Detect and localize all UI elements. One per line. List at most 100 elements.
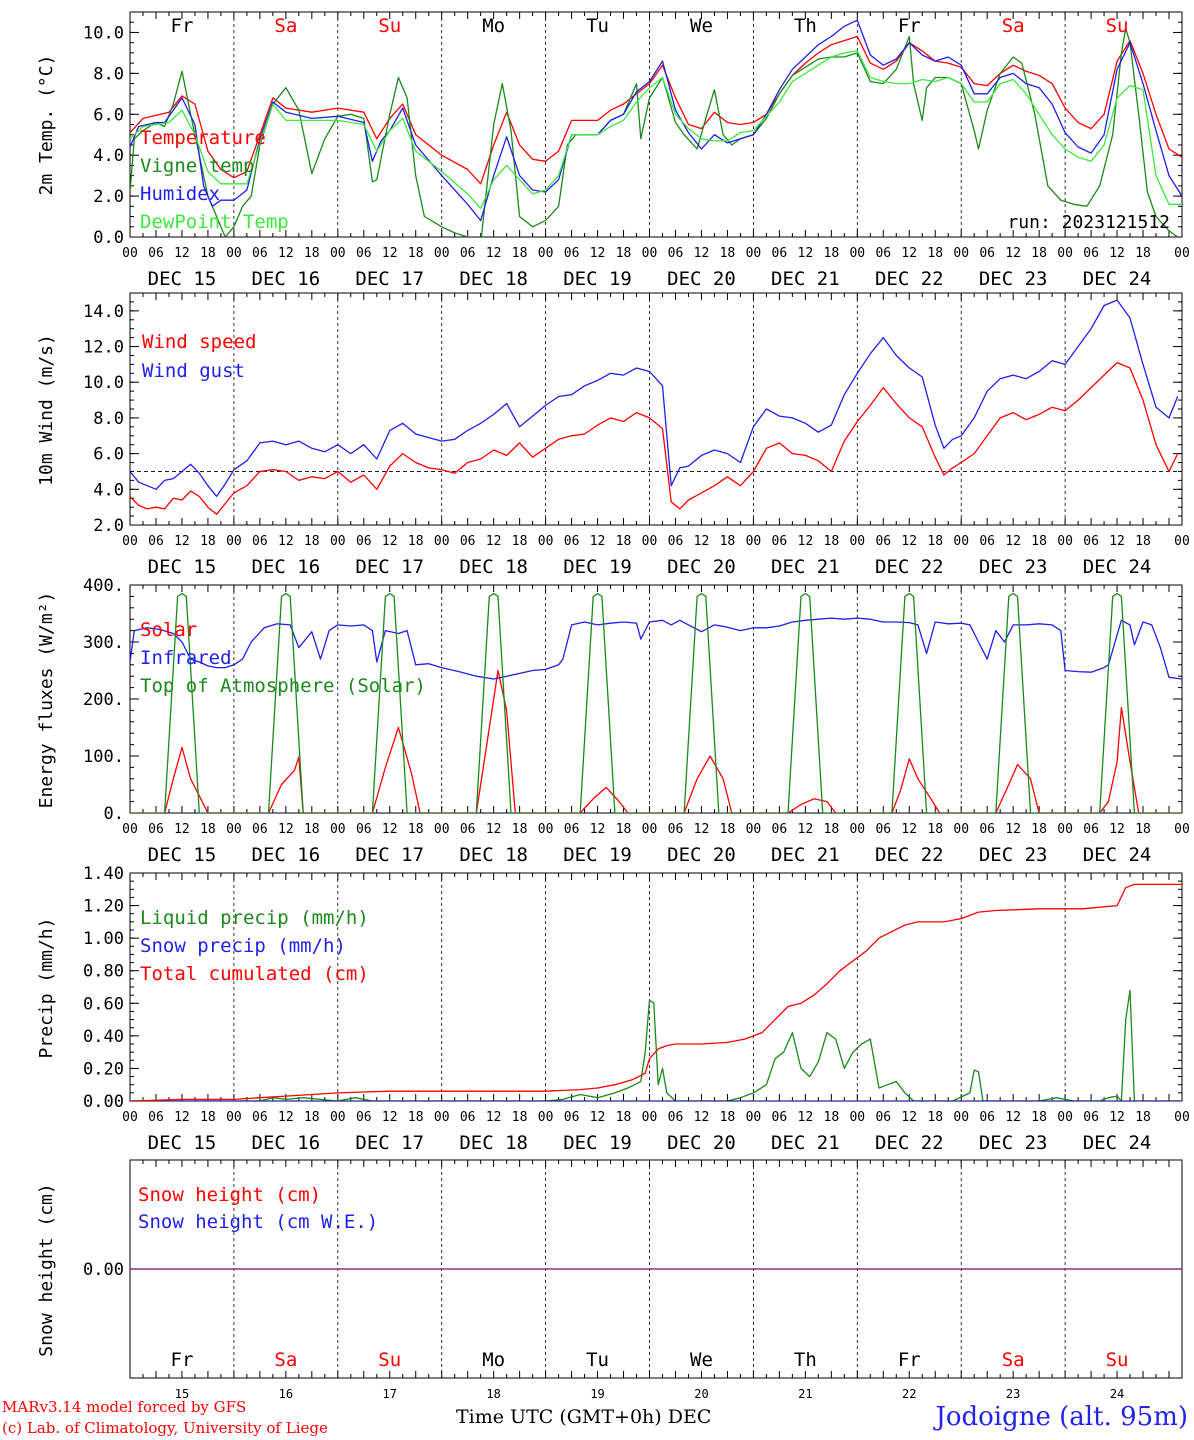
energy-hour-label: 18	[927, 822, 943, 837]
temperature-hour-label: 00	[1057, 246, 1073, 261]
temperature-hour-label: 00	[746, 246, 762, 261]
wind-hour-label: 00	[434, 534, 450, 549]
energy-hour-label: 06	[668, 822, 684, 837]
day-number-label: 16	[279, 1387, 293, 1401]
weekday-label-top: Fr	[171, 15, 194, 37]
energy-hour-label: 06	[979, 822, 995, 837]
energy-hour-label: 12	[1109, 822, 1125, 837]
temperature-hour-label: 18	[927, 246, 943, 261]
energy-series-top-of-atmosphere-solar-	[130, 592, 1182, 813]
wind-hour-label: 12	[278, 534, 294, 549]
precip-hour-label: 18	[720, 1110, 736, 1125]
precip-hour-label: 18	[824, 1110, 840, 1125]
energy-hour-label: 00	[434, 822, 450, 837]
temperature-date-label: DEC 15	[148, 268, 217, 290]
weekday-label-bottom: Tu	[586, 1349, 609, 1371]
wind-hour-label: 00	[746, 534, 762, 549]
temperature-hour-label: 06	[668, 246, 684, 261]
temperature-y-tick-label: 0.0	[93, 228, 124, 248]
temperature-hour-label: 12	[382, 246, 398, 261]
wind-y-axis-label: 10m Wind (m/s)	[36, 334, 57, 486]
energy-hour-label: 12	[174, 822, 190, 837]
temperature-hour-label: 06	[875, 246, 891, 261]
temperature-date-label: DEC 17	[355, 268, 424, 290]
wind-hour-label: 00	[538, 534, 554, 549]
day-number-label: 23	[1006, 1387, 1020, 1401]
weekday-label-bottom: Sa	[1002, 1349, 1025, 1371]
precip-hour-label: 06	[668, 1110, 684, 1125]
precip-date-label: DEC 15	[148, 1132, 217, 1154]
temperature-hour-label: 18	[616, 246, 632, 261]
wind-hour-label: 12	[382, 534, 398, 549]
energy-date-label: DEC 23	[979, 844, 1048, 866]
temperature-hour-label: 06	[148, 246, 164, 261]
energy-date-label: DEC 17	[355, 844, 424, 866]
temperature-date-label: DEC 23	[979, 268, 1048, 290]
precip-date-label: DEC 23	[979, 1132, 1048, 1154]
precip-hour-label: 18	[200, 1110, 216, 1125]
energy-hour-label: 18	[304, 822, 320, 837]
wind-y-tick-label: 14.0	[83, 302, 124, 322]
temperature-y-tick-label: 6.0	[93, 105, 124, 125]
wind-date-label: DEC 18	[459, 556, 528, 578]
energy-hour-label: 06	[1083, 822, 1099, 837]
precip-hour-label: 18	[408, 1110, 424, 1125]
precip-y-tick-label: 1.20	[83, 897, 124, 917]
weekday-label-bottom: Fr	[171, 1349, 194, 1371]
temperature-y-tick-label: 8.0	[93, 64, 124, 84]
wind-hour-label: 18	[824, 534, 840, 549]
precip-date-label: DEC 21	[771, 1132, 840, 1154]
wind-legend-entry: Wind speed	[142, 331, 256, 353]
wind-hour-label: 06	[875, 534, 891, 549]
precip-date-label: DEC 22	[875, 1132, 944, 1154]
energy-hour-label: 00	[1057, 822, 1073, 837]
temperature-hour-label: 06	[1083, 246, 1099, 261]
precip-hour-label: 18	[512, 1110, 528, 1125]
wind-hour-label: 18	[408, 534, 424, 549]
energy-date-label: DEC 22	[875, 844, 944, 866]
wind-hour-label: 12	[590, 534, 606, 549]
temperature-hour-label: 00	[122, 246, 138, 261]
temperature-hour-label: 00	[330, 246, 346, 261]
wind-hour-label: 12	[174, 534, 190, 549]
precip-hour-label: 18	[1031, 1110, 1047, 1125]
day-number-label: 18	[486, 1387, 500, 1401]
temperature-hour-label: 00	[434, 246, 450, 261]
wind-hour-label: 18	[1135, 534, 1151, 549]
precip-legend-entry: Snow precip (mm/h)	[140, 935, 346, 957]
energy-series-solar	[130, 669, 1182, 813]
wind-y-tick-label: 4.0	[93, 480, 124, 500]
temperature-hour-label: 06	[252, 246, 268, 261]
energy-y-tick-label: 0.	[104, 804, 124, 824]
temperature-date-label: DEC 24	[1083, 268, 1152, 290]
temperature-series-vigne-temp	[130, 27, 1179, 237]
wind-hour-label: 18	[616, 534, 632, 549]
precip-date-label: DEC 17	[355, 1132, 424, 1154]
temperature-hour-label: 12	[694, 246, 710, 261]
wind-date-label: DEC 24	[1083, 556, 1152, 578]
wind-hour-label: 06	[460, 534, 476, 549]
precip-hour-label: 18	[1135, 1110, 1151, 1125]
energy-hour-label: 18	[408, 822, 424, 837]
precip-y-tick-label: 0.20	[83, 1059, 124, 1079]
wind-hour-label: 00	[122, 534, 138, 549]
energy-hour-label: 06	[148, 822, 164, 837]
wind-hour-label: 18	[927, 534, 943, 549]
temperature-hour-label: 12	[590, 246, 606, 261]
wind-date-label: DEC 17	[355, 556, 424, 578]
wind-y-tick-label: 6.0	[93, 445, 124, 465]
wind-hour-label: 18	[304, 534, 320, 549]
precip-hour-label: 12	[694, 1110, 710, 1125]
wind-legend-entry: Wind gust	[142, 360, 245, 382]
wind-date-label: DEC 21	[771, 556, 840, 578]
weekday-label-bottom: Th	[794, 1349, 817, 1371]
precip-hour-label: 12	[901, 1110, 917, 1125]
temperature-hour-label: 00	[953, 246, 969, 261]
precip-date-label: DEC 20	[667, 1132, 736, 1154]
energy-y-tick-label: 200.	[83, 690, 124, 710]
energy-y-axis-label: Energy fluxes (W/m²)	[36, 592, 57, 809]
precip-hour-label: 06	[772, 1110, 788, 1125]
energy-hour-label: 12	[1005, 822, 1021, 837]
temperature-legend-entry: Vigne temp	[140, 155, 254, 177]
precip-hour-label: 12	[174, 1110, 190, 1125]
